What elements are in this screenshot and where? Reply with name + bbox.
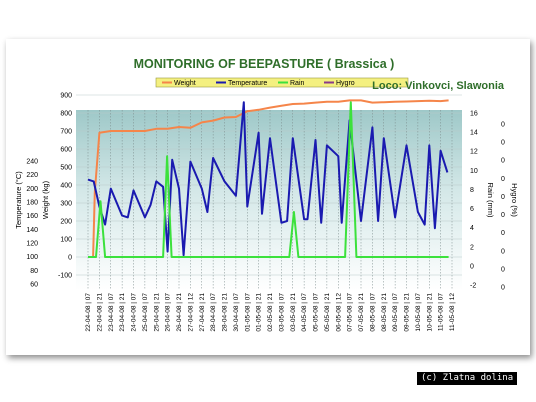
x-date-label: 23-04-08 | 07 — [108, 293, 115, 332]
series-lines — [87, 99, 449, 258]
series-line-weight — [88, 99, 449, 258]
x-date-label: 25-04-08 | 21 — [153, 293, 160, 332]
x-date-label: 25-04-08 | 07 — [142, 293, 149, 332]
x-date-label: 03-05-08 | 21 — [290, 293, 297, 332]
x-date-label: 11-05-08 | 12 — [449, 293, 456, 331]
x-date-label: 05-05-08 | 21 — [324, 293, 331, 332]
x-date-label: 22-04-08 | 21 — [96, 293, 103, 332]
x-date-label: 06-05-08 | 12 — [335, 293, 342, 332]
x-date-label: 01-05-08 | 07 — [244, 293, 251, 332]
rain-tick: 4 — [470, 225, 474, 232]
x-date-label: 28-04-08 | 21 — [222, 293, 229, 332]
temperature-tick: 60 — [30, 282, 38, 289]
x-date-label: 04-05-08 | 07 — [301, 293, 308, 332]
weight-tick: -100 — [58, 273, 72, 280]
legend-label: Rain — [290, 80, 305, 87]
hygro-tick: 0 — [501, 285, 505, 292]
x-date-label: 27-04-08 | 12 — [187, 293, 194, 332]
x-date-label: 23-04-08 | 21 — [119, 293, 126, 332]
weight-tick: 200 — [60, 219, 72, 226]
hygro-tick: 0 — [501, 230, 505, 237]
x-date-label: 09-05-08 | 07 — [392, 293, 399, 332]
axis-ticks: 2402202001801601401201008060900800700600… — [26, 93, 505, 292]
x-date-label: 22-04-08 | 07 — [85, 293, 92, 332]
rain-tick: 16 — [470, 111, 478, 118]
hygro-axis-label: Hygro (%) — [510, 183, 519, 217]
rain-axis-label: Rain (mm) — [486, 183, 495, 219]
temperature-tick: 200 — [26, 186, 38, 193]
chart-subtitle: Loco: Vinkovci, Slawonia — [372, 80, 505, 92]
rain-tick: 0 — [470, 263, 474, 270]
rain-tick: -2 — [470, 283, 476, 290]
temperature-tick: 80 — [30, 268, 38, 275]
x-date-label: 07-05-08 | 07 — [347, 293, 354, 332]
rain-tick: 2 — [470, 244, 474, 251]
beepasture-chart: MONITORING OF BEEPASTURE ( Brassica ) We… — [14, 57, 519, 332]
x-axis-date-labels: 22-04-08 | 07 22-04-08 | 21 23-04-08 | 07 2… — [85, 293, 456, 332]
x-date-label: 09-05-08 | 21 — [404, 293, 411, 332]
hygro-tick: 0 — [501, 212, 505, 219]
temperature-tick: 120 — [26, 241, 38, 248]
weight-tick: 500 — [60, 165, 72, 172]
hygro-tick: 0 — [501, 122, 505, 129]
rain-tick: 14 — [470, 130, 478, 137]
weight-tick: 600 — [60, 147, 72, 154]
weight-tick: 0 — [68, 255, 72, 262]
legend: Weight Temperature Rain Hygro — [155, 77, 409, 88]
x-date-label: 26-04-08 | 21 — [176, 293, 183, 332]
x-date-label: 10-05-08 | 21 — [426, 293, 433, 332]
chart-title: MONITORING OF BEEPASTURE ( Brassica ) — [134, 57, 395, 71]
hygro-tick: 0 — [501, 176, 505, 183]
x-date-label: 08-05-08 | 07 — [369, 293, 376, 332]
legend-label: Temperature — [228, 80, 267, 87]
x-date-label: 30-04-08 | 07 — [233, 293, 240, 332]
x-date-label: 24-04-08 | 07 — [131, 293, 138, 332]
temperature-tick: 220 — [26, 172, 38, 179]
rain-tick: 8 — [470, 187, 474, 194]
weight-tick: 100 — [60, 237, 72, 244]
chart-frame: MONITORING OF BEEPASTURE ( Brassica ) We… — [6, 39, 530, 385]
x-date-label: 02-05-08 | 21 — [267, 293, 274, 332]
weight-tick: 300 — [60, 201, 72, 208]
x-date-label: 08-05-08 | 21 — [381, 293, 388, 332]
x-date-label: 27-04-08 | 21 — [199, 293, 206, 332]
hygro-tick: 0 — [501, 248, 505, 255]
weight-tick: 800 — [60, 111, 72, 118]
x-date-label: 11-05-08 | 07 — [438, 293, 445, 331]
temperature-tick: 240 — [26, 159, 38, 166]
hygro-tick: 0 — [501, 266, 505, 273]
weight-tick: 700 — [60, 129, 72, 136]
legend-label: Weight — [174, 80, 196, 87]
x-date-label: 03-05-08 | 07 — [278, 293, 285, 332]
series-line-temperature — [87, 101, 449, 257]
hygro-tick: 0 — [501, 140, 505, 147]
temperature-tick: 100 — [26, 254, 38, 261]
weight-axis-label: Weight (kg) — [41, 180, 50, 219]
x-date-label: 26-04-08 | 07 — [165, 293, 172, 332]
temperature-tick: 140 — [26, 227, 38, 234]
rain-tick: 12 — [470, 149, 478, 156]
x-date-label: 07-05-08 | 21 — [358, 293, 365, 332]
x-date-label: 05-05-08 | 07 — [313, 293, 320, 332]
legend-label: Hygro — [336, 80, 355, 87]
x-date-label: 28-04-08 | 07 — [210, 293, 217, 332]
x-date-label: 10-05-08 | 07 — [415, 293, 422, 332]
rain-tick: 6 — [470, 206, 474, 213]
hygro-tick: 0 — [501, 158, 505, 165]
plot-area — [76, 110, 462, 290]
copyright-label: (c) Zlatna dolina — [417, 372, 518, 385]
x-date-label: 01-05-08 | 21 — [256, 293, 263, 332]
series-line-rain — [88, 101, 449, 258]
hygro-tick: 0 — [501, 194, 505, 201]
rain-tick: 10 — [470, 168, 478, 175]
weight-tick: 900 — [60, 93, 72, 100]
temperature-axis-label: Temperature (°C) — [14, 171, 23, 229]
temperature-tick: 180 — [26, 200, 38, 207]
temperature-tick: 160 — [26, 213, 38, 220]
weight-tick: 400 — [60, 183, 72, 190]
